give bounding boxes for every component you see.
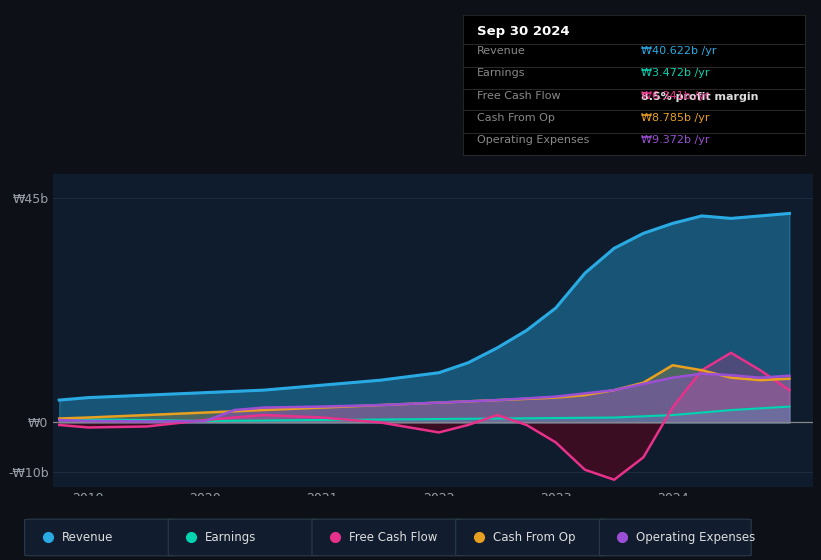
FancyBboxPatch shape (312, 519, 464, 556)
Text: ₩8.785b /yr: ₩8.785b /yr (641, 113, 709, 123)
Text: Free Cash Flow: Free Cash Flow (477, 91, 560, 101)
Text: Cash From Op: Cash From Op (477, 113, 554, 123)
Text: Operating Expenses: Operating Expenses (636, 531, 755, 544)
Text: Revenue: Revenue (477, 46, 525, 56)
Text: Operating Expenses: Operating Expenses (477, 136, 589, 146)
Text: Sep 30 2024: Sep 30 2024 (477, 25, 569, 38)
Text: Revenue: Revenue (62, 531, 113, 544)
Text: ₩6.341b /yr: ₩6.341b /yr (641, 91, 709, 101)
Text: ₩40.622b /yr: ₩40.622b /yr (641, 46, 717, 56)
Text: Earnings: Earnings (205, 531, 257, 544)
FancyBboxPatch shape (456, 519, 608, 556)
Text: Free Cash Flow: Free Cash Flow (349, 531, 438, 544)
Text: Earnings: Earnings (477, 68, 525, 78)
Text: Cash From Op: Cash From Op (493, 531, 575, 544)
Text: 8.5% profit margin: 8.5% profit margin (641, 92, 759, 102)
FancyBboxPatch shape (25, 519, 177, 556)
FancyBboxPatch shape (168, 519, 320, 556)
FancyBboxPatch shape (599, 519, 751, 556)
Text: ₩3.472b /yr: ₩3.472b /yr (641, 68, 709, 78)
Text: ₩9.372b /yr: ₩9.372b /yr (641, 136, 709, 146)
